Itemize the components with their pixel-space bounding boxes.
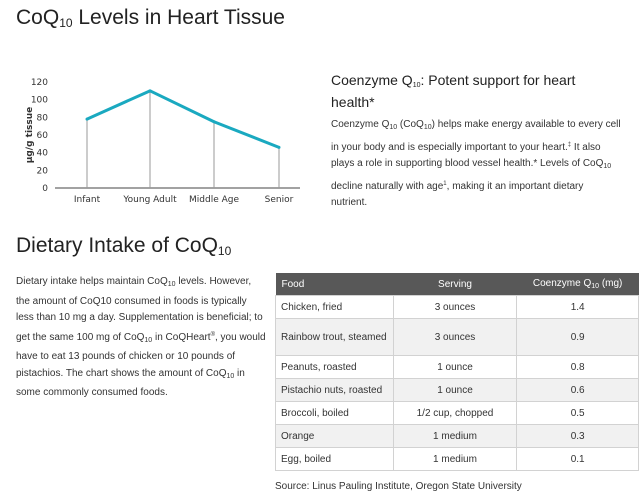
table-row: Chicken, fried 3 ounces 1.4 <box>275 295 639 319</box>
mg-cell: 1.4 <box>516 295 639 319</box>
table-row: Orange 1 medium 0.3 <box>275 424 639 448</box>
x-tick-label: Young Adult <box>122 195 177 205</box>
y-tick-label: 60 <box>37 131 49 141</box>
y-tick-label: 100 <box>31 96 48 106</box>
food-cell: Peanuts, roasted <box>275 355 394 379</box>
header-serving: Serving <box>393 273 517 296</box>
serving-cell: 1 medium <box>392 424 518 448</box>
table-row: Pistachio nuts, roasted 1 ounce 0.6 <box>275 378 639 402</box>
chart-section-title: CoQ10 Levels in Heart Tissue <box>16 6 285 30</box>
y-axis-label: µg/g tissue <box>25 107 35 164</box>
mg-cell: 0.6 <box>516 378 639 402</box>
food-cell: Rainbow trout, steamed <box>275 318 394 356</box>
food-cell: Egg, boiled <box>275 447 394 471</box>
table-row: Rainbow trout, steamed 3 ounces 0.9 <box>275 318 639 356</box>
table-row: Broccoli, boiled 1/2 cup, chopped 0.5 <box>275 401 639 425</box>
x-tick-label: Senior <box>265 195 294 205</box>
table-row: Peanuts, roasted 1 ounce 0.8 <box>275 355 639 379</box>
y-tick-label: 0 <box>42 184 48 194</box>
mg-cell: 0.1 <box>516 447 639 471</box>
food-cell: Orange <box>275 424 394 448</box>
table-row: Egg, boiled 1 medium 0.1 <box>275 447 639 471</box>
serving-cell: 3 ounces <box>392 318 518 356</box>
dietary-text: Dietary intake helps maintain CoQ10 leve… <box>16 276 266 398</box>
header-coq10-mg: Coenzyme Q10 (mg) <box>516 273 639 296</box>
coq10-heart-tissue-chart: 0 20 40 60 80 100 120 Infant Young Adult Middle … <box>25 78 300 205</box>
serving-cell: 1 medium <box>392 447 518 471</box>
mg-cell: 0.9 <box>516 318 639 356</box>
food-cell: Pistachio nuts, roasted <box>275 378 394 402</box>
serving-cell: 1 ounce <box>392 378 518 402</box>
food-cell: Broccoli, boiled <box>275 401 394 425</box>
mg-cell: 0.5 <box>516 401 639 425</box>
callout-title: Coenzyme Q10: Potent support for heart h… <box>331 72 576 110</box>
dietary-section-title: Dietary Intake of CoQ10 <box>16 234 232 258</box>
serving-cell: 3 ounces <box>392 295 518 319</box>
mg-cell: 0.3 <box>516 424 639 448</box>
header-food: Food <box>275 273 394 296</box>
y-tick-label: 20 <box>37 166 49 176</box>
mg-cell: 0.8 <box>516 355 639 379</box>
callout-body: Coenzyme Q10 (CoQ10) helps make energy a… <box>331 119 621 208</box>
y-tick-label: 40 <box>37 149 49 159</box>
series-line <box>86 89 280 149</box>
y-tick-label: 80 <box>37 113 49 123</box>
source-note: Source: Linus Pauling Institute, Oregon … <box>275 481 522 492</box>
x-tick-label: Middle Age <box>189 195 239 205</box>
food-cell: Chicken, fried <box>275 295 394 319</box>
serving-cell: 1 ounce <box>392 355 518 379</box>
food-coq10-table: Food Serving Coenzyme Q10 (mg) Chicken, … <box>275 273 639 471</box>
x-tick-label: Infant <box>74 195 101 205</box>
y-tick-label: 120 <box>31 78 48 88</box>
table-header-row: Food Serving Coenzyme Q10 (mg) <box>275 273 639 296</box>
serving-cell: 1/2 cup, chopped <box>392 401 518 425</box>
